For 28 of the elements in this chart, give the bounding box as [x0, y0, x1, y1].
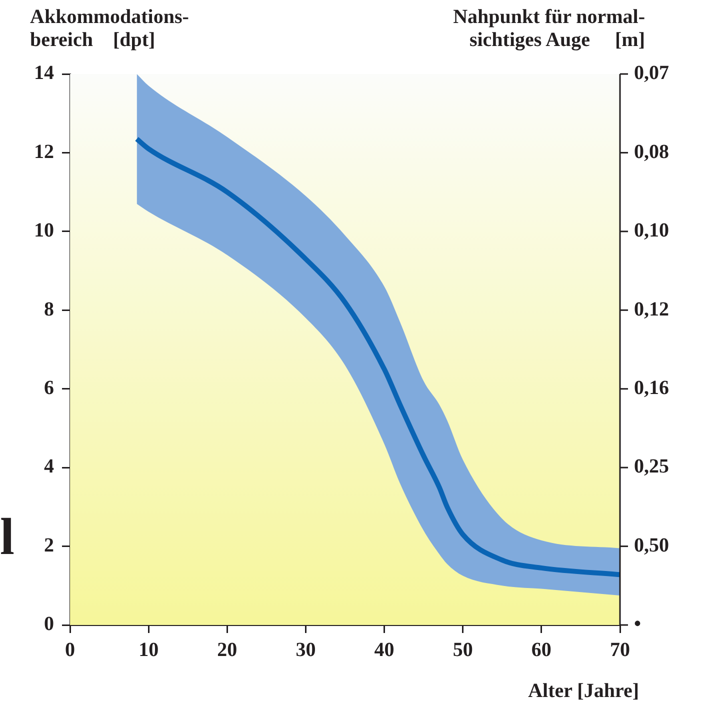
x-tick-label: 30 [296, 639, 316, 662]
x-axis-title: Alter [Jahre] [528, 680, 639, 703]
text: 0,50 [634, 534, 669, 556]
y-tick-label: 14 [34, 62, 54, 84]
y-tick-label: 0 [44, 613, 54, 636]
x-tick-label: 50 [452, 639, 473, 662]
x-tick-label: 70 [610, 639, 630, 662]
y-tick-label: 12 [34, 140, 54, 163]
y-tick-label: 2 [44, 534, 54, 556]
x-tick-label: 10 [138, 639, 159, 662]
x-tick-label: 40 [374, 639, 394, 662]
x-tick-label: 60 [531, 639, 552, 662]
text: 0,25 [634, 456, 669, 478]
x-tick-label: 0 [65, 639, 75, 662]
text: 0,10 [634, 220, 669, 242]
y-tick-label: 4 [44, 456, 54, 478]
x-tick-label: 20 [217, 639, 238, 662]
text: 0,07 [634, 62, 669, 84]
y-tick-label: 10 [34, 220, 54, 242]
y-tick-label: 6 [44, 377, 54, 400]
text: 0,16 [634, 377, 669, 400]
text: l [0, 509, 14, 566]
y-axis-title: Akkommodations- bereich [dpt] [30, 6, 189, 52]
y-tick-label: 8 [44, 298, 54, 320]
text: 0,08 [634, 140, 669, 163]
y2-axis-title: Nahpunkt für normal- sichtiges Auge [m] [453, 6, 645, 52]
text: • [634, 613, 642, 636]
text: 0,12 [634, 298, 669, 320]
